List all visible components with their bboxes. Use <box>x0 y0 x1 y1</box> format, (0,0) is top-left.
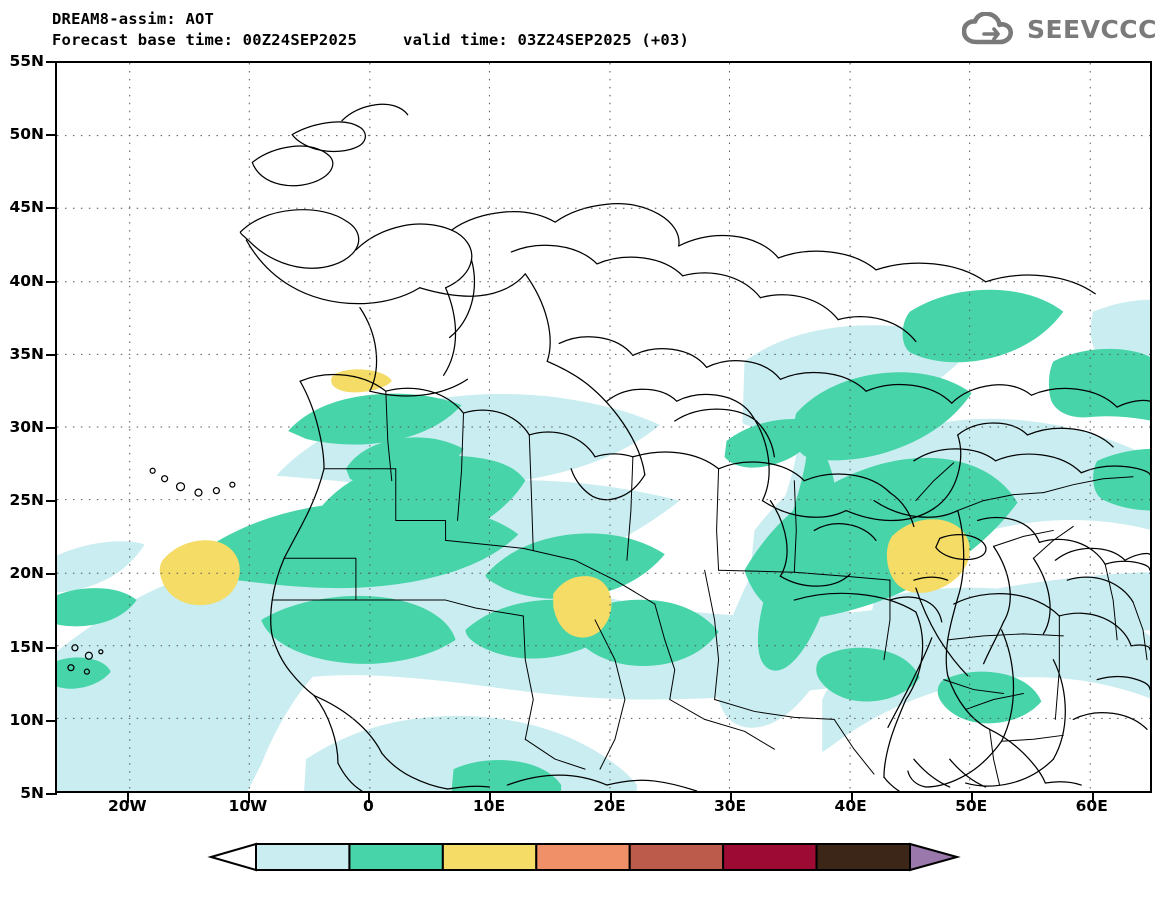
y-tick-mark <box>46 207 57 210</box>
aot-band-0.4-0.8 <box>159 369 970 638</box>
logo-text: SEEVCCC <box>1026 14 1157 44</box>
aot-contour-map <box>57 63 1150 791</box>
base-time-value: 00Z24SEP2025 <box>242 31 358 49</box>
header-block: DREAM8-assim: AOT Forecast base time: 00… <box>52 10 689 50</box>
valid-time-label: valid time: <box>403 31 508 49</box>
base-time-label: Forecast base time: <box>52 31 234 49</box>
x-tick-label: 40E <box>834 797 867 815</box>
colorbar-segment[interactable] <box>348 843 444 871</box>
y-tick-label: 55N <box>9 52 44 70</box>
map-plot-area[interactable] <box>55 61 1152 793</box>
y-tick-label: 30N <box>9 418 44 436</box>
x-tick-mark <box>850 793 853 803</box>
x-tick-label: 60E <box>1075 797 1108 815</box>
x-tick-label: 10E <box>472 797 506 815</box>
y-tick-label: 20N <box>9 564 44 583</box>
x-tick-mark <box>368 793 371 803</box>
x-tick-label: 10W <box>228 797 268 815</box>
x-tick-label: 20W <box>107 797 147 815</box>
colorbar-segment[interactable] <box>628 843 725 871</box>
x-tick-mark <box>609 793 612 803</box>
y-tick-mark <box>46 134 57 137</box>
y-tick-mark <box>46 573 57 576</box>
y-tick-mark <box>46 353 57 356</box>
colorbar-segment[interactable] <box>722 843 818 871</box>
colorbar-under-arrow <box>207 842 257 872</box>
y-tick-label: 40N <box>9 271 44 290</box>
aot-band-0.2-0.4 <box>57 289 1150 791</box>
y-tick-mark <box>46 427 57 429</box>
x-tick-label: 0 <box>363 797 374 815</box>
y-tick-mark <box>46 500 57 503</box>
coastline-layer <box>67 103 1150 791</box>
y-tick-label: 50N <box>9 125 44 144</box>
x-tick-mark <box>1091 793 1094 803</box>
colorbar-segment[interactable] <box>441 843 538 871</box>
y-tick-label: 10N <box>9 710 44 729</box>
valid-time-value: 03Z24SEP2025 (+03) <box>517 31 690 49</box>
colorbar[interactable]: 0.10.20.40.81.21.63.26.4 <box>0 840 1165 905</box>
y-tick-label: 35N <box>9 344 44 363</box>
y-tick-label: 5N <box>20 784 44 802</box>
y-tick-mark <box>46 280 57 283</box>
y-tick-mark <box>46 61 57 63</box>
y-tick-label: 25N <box>9 491 44 510</box>
y-tick-label: 45N <box>9 198 44 217</box>
colorbar-segment[interactable] <box>815 843 911 871</box>
x-tick-label: 20E <box>593 797 626 815</box>
y-tick-mark <box>46 646 57 649</box>
colorbar-over-arrow <box>909 842 961 872</box>
colorbar-segment[interactable] <box>255 843 351 871</box>
x-tick-mark <box>971 793 974 803</box>
colorbar-swatches <box>207 842 961 872</box>
y-tick-label: 15N <box>9 637 44 656</box>
y-tick-mark <box>46 793 57 795</box>
x-tick-label: 50E <box>955 797 988 815</box>
x-tick-mark <box>730 793 733 803</box>
x-tick-label: 30E <box>713 797 747 815</box>
seevccc-logo: SEEVCCC <box>961 12 1157 46</box>
cloud-icon <box>961 12 1020 46</box>
y-tick-mark <box>46 719 57 722</box>
x-tick-mark <box>247 793 250 803</box>
time-line: Forecast base time: 00Z24SEP2025 valid ti… <box>52 31 689 50</box>
model-title: DREAM8-assim: AOT <box>52 10 215 28</box>
x-tick-mark <box>488 793 491 803</box>
colorbar-segment[interactable] <box>535 843 631 871</box>
x-tick-mark <box>127 793 130 803</box>
